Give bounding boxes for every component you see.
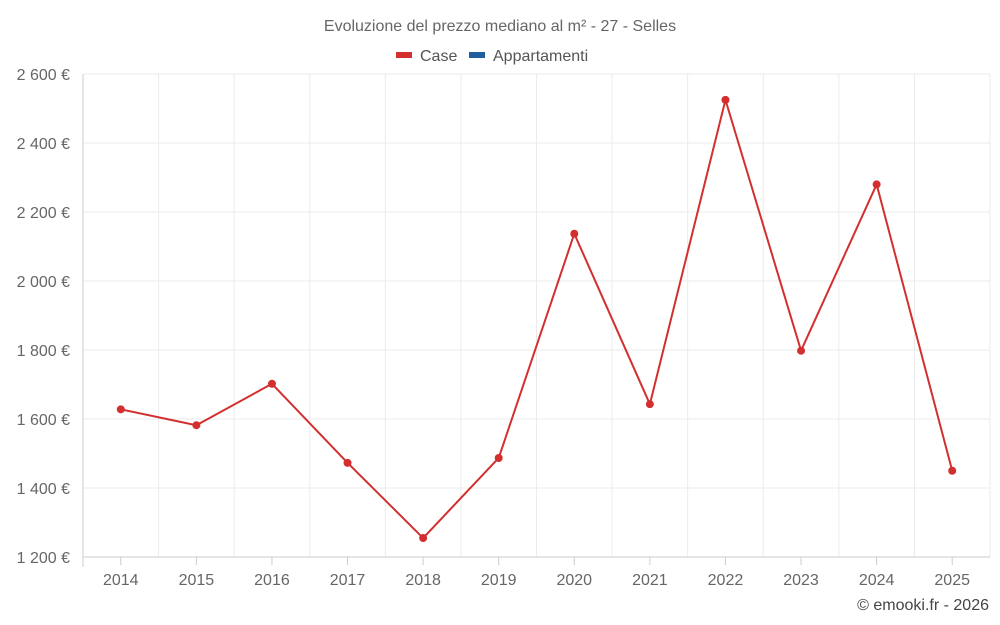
data-point-2024[interactable]: [872, 180, 881, 189]
x-tick-label: 2019: [481, 572, 517, 589]
data-point-2022[interactable]: [721, 95, 730, 104]
series-line-case: [120, 98, 954, 540]
data-point-2025[interactable]: [948, 466, 957, 475]
credit-text: © emooki.fr - 2026: [857, 597, 989, 614]
x-axis: 2014 2015 2016 2017 2018 2019 2020 2021 2022 2023…: [82, 74, 990, 589]
data-point-2017[interactable]: [343, 458, 352, 467]
series: [116, 95, 957, 543]
legend-item-case[interactable]: Case: [396, 48, 457, 65]
legend-swatch-case: [396, 52, 412, 58]
x-tick-label: 2018: [405, 572, 441, 589]
data-point-2023[interactable]: [797, 346, 806, 355]
data-point-2018[interactable]: [419, 534, 428, 543]
y-tick-label: 2 200 €: [17, 205, 70, 222]
y-tick-label: 1 200 €: [17, 550, 70, 567]
data-point-2019[interactable]: [494, 453, 503, 462]
data-point-2021[interactable]: [645, 400, 654, 409]
x-tick-label: 2022: [708, 572, 744, 589]
x-tick-label: 2014: [103, 572, 139, 589]
x-tick-label: 2016: [254, 572, 290, 589]
data-point-2014[interactable]: [116, 405, 125, 414]
legend-label-appartamenti: Appartamenti: [493, 48, 588, 65]
legend-item-appartamenti[interactable]: Appartamenti: [469, 48, 588, 65]
x-tick-label: 2020: [556, 572, 592, 589]
y-axis: 1 200 € 1 400 € 1 600 € 1 800 € 2 000 € 2 200…: [17, 67, 70, 567]
y-tick-label: 2 000 €: [17, 274, 70, 291]
y-tick-label: 1 600 €: [17, 412, 70, 429]
grid: [82, 73, 991, 557]
x-tick-label: 2025: [934, 572, 970, 589]
x-tick-label: 2023: [783, 572, 819, 589]
legend: Case Appartamenti: [396, 48, 588, 65]
x-tick-label: 2015: [179, 572, 215, 589]
x-tick-label: 2021: [632, 572, 668, 589]
data-point-2015[interactable]: [192, 421, 201, 430]
data-point-2016[interactable]: [267, 379, 276, 388]
y-tick-label: 2 400 €: [17, 136, 70, 153]
legend-swatch-appartamenti: [469, 52, 485, 58]
data-point-2020[interactable]: [570, 229, 579, 238]
x-tick-label: 2024: [859, 572, 895, 589]
y-tick-label: 1 400 €: [17, 481, 70, 498]
y-tick-label: 2 600 €: [17, 67, 70, 84]
x-tick-label: 2017: [330, 572, 366, 589]
legend-label-case: Case: [420, 48, 457, 65]
y-tick-label: 1 800 €: [17, 343, 70, 360]
chart-title: Evoluzione del prezzo mediano al m² - 27…: [324, 18, 676, 35]
